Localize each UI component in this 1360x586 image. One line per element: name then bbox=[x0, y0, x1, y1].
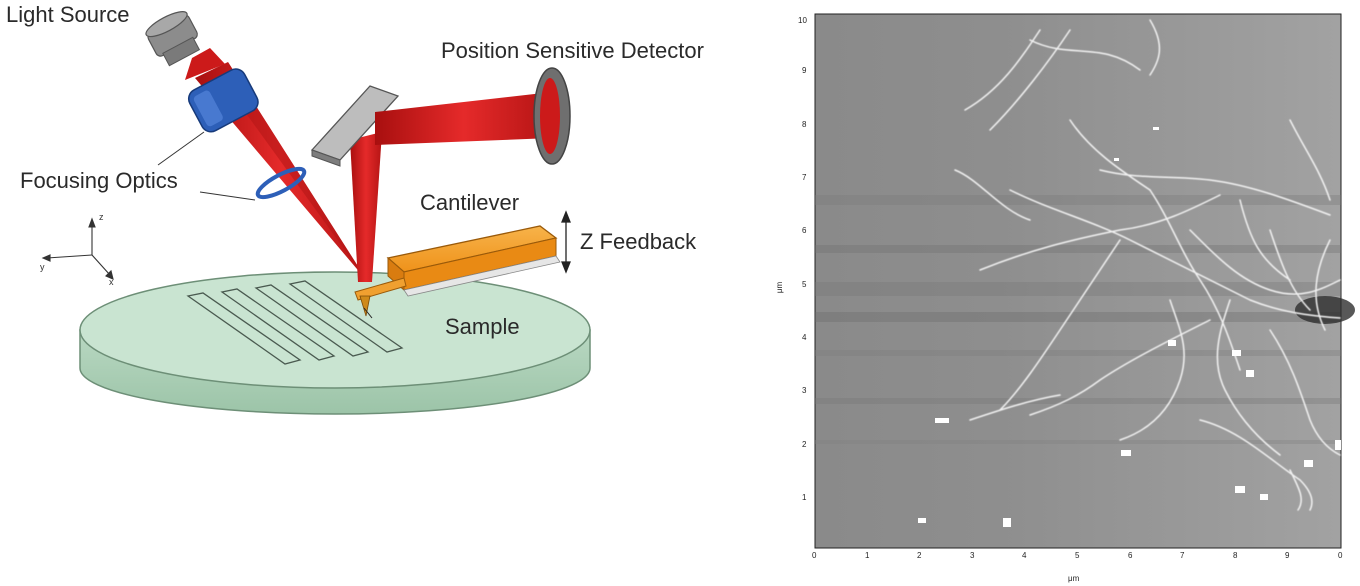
x-tick: 5 bbox=[1075, 551, 1080, 560]
y-tick: 9 bbox=[802, 66, 807, 75]
coordinate-axes bbox=[41, 217, 114, 280]
mirror bbox=[310, 85, 400, 167]
x-tick: 0 bbox=[812, 551, 817, 560]
x-tick: 3 bbox=[970, 551, 975, 560]
x-tick: 7 bbox=[1180, 551, 1185, 560]
z-feedback-arrow bbox=[561, 210, 571, 274]
scan-pattern bbox=[186, 280, 404, 365]
afm-schematic-diagram bbox=[41, 11, 591, 415]
x-tick: 6 bbox=[1128, 551, 1133, 560]
focusing-ring bbox=[255, 166, 307, 200]
y-tick: 5 bbox=[802, 280, 807, 289]
light-source-label: Light Source bbox=[6, 2, 130, 27]
y-unit-label: μm bbox=[775, 281, 785, 294]
afm-scan-image bbox=[814, 13, 1355, 549]
position-sensitive-detector bbox=[533, 67, 571, 165]
focusing-optics-leaders bbox=[157, 131, 256, 201]
fibril-network bbox=[954, 19, 1341, 511]
y-tick: 7 bbox=[802, 173, 807, 182]
y-tick: 8 bbox=[802, 120, 807, 129]
particles bbox=[918, 127, 1341, 527]
x-unit-label: μm bbox=[1068, 574, 1080, 583]
cantilever-label: Cantilever bbox=[420, 190, 520, 215]
axis-x-label: x bbox=[109, 277, 114, 287]
x-tick: 8 bbox=[1233, 551, 1238, 560]
axis-z-label: z bbox=[99, 212, 104, 222]
x-tick: 2 bbox=[917, 551, 922, 560]
reflected-beam-1 bbox=[350, 132, 382, 282]
x-tick: 0 bbox=[1338, 551, 1343, 560]
axis-y-label: y bbox=[40, 262, 45, 272]
light-source bbox=[145, 11, 259, 133]
sample-disc bbox=[79, 271, 591, 415]
tip-pointer bbox=[363, 307, 373, 319]
y-tick: 1 bbox=[802, 493, 807, 502]
z-feedback-label: Z Feedback bbox=[580, 229, 697, 254]
sample-label: Sample bbox=[445, 314, 520, 339]
x-tick: 4 bbox=[1022, 551, 1027, 560]
y-tick: 10 bbox=[798, 16, 807, 25]
x-tick: 9 bbox=[1285, 551, 1290, 560]
cantilever bbox=[354, 225, 561, 317]
y-tick: 3 bbox=[802, 386, 807, 395]
focusing-optics-label: Focusing Optics bbox=[20, 168, 178, 193]
detector-label: Position Sensitive Detector bbox=[441, 38, 704, 63]
reflected-beam-2 bbox=[375, 92, 552, 145]
y-tick: 2 bbox=[802, 440, 807, 449]
y-tick: 4 bbox=[802, 333, 807, 342]
scan-streaks bbox=[815, 195, 1341, 444]
y-tick: 6 bbox=[802, 226, 807, 235]
x-tick: 1 bbox=[865, 551, 870, 560]
